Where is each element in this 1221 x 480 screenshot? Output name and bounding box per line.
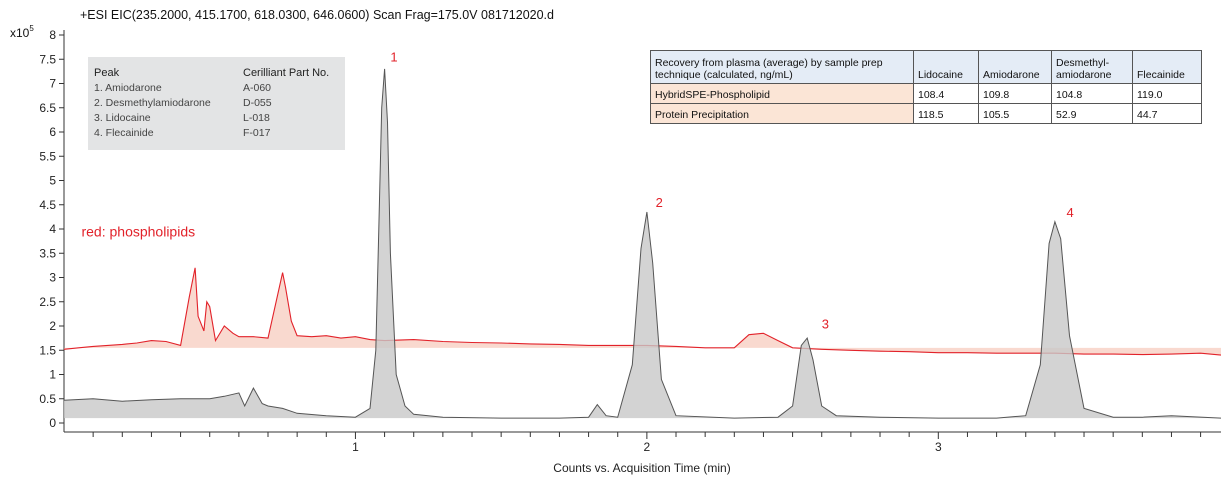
peak-labels: 1 2 3 4 — [390, 50, 1073, 332]
series-group — [63, 68, 1221, 419]
method-cell: Protein Precipitation — [650, 103, 914, 124]
y-multiplier-base: x10 — [10, 26, 30, 40]
peak-name: 1. Amiodarone — [94, 82, 162, 94]
peak-legend-row: 2. Desmethylamiodarone D-055 — [94, 97, 339, 111]
peak-name: 4. Flecainide — [94, 127, 154, 139]
y-tick-label: 5 — [49, 174, 56, 188]
peak-name: 3. Lidocaine — [94, 112, 151, 124]
chart-title: +ESI EIC(235.2000, 415.1700, 618.0300, 6… — [80, 8, 554, 22]
x-tick-label: 2 — [644, 440, 651, 454]
method-cell: HybridSPE-Phospholipid — [650, 83, 914, 104]
y-tick-label: 7 — [49, 77, 56, 91]
value-cell: 108.4 — [913, 83, 979, 104]
peak-legend-header-peak: Peak — [94, 67, 120, 79]
y-tick-label: 4 — [49, 222, 56, 236]
analyte-line — [63, 68, 1221, 419]
y-tick-label: 8 — [49, 28, 56, 42]
y-multiplier: x105 — [10, 24, 34, 40]
part-number: D-055 — [243, 97, 272, 109]
x-tick-label: 3 — [935, 440, 942, 454]
value-cell: 119.0 — [1132, 83, 1202, 104]
column-header: Flecainide — [1132, 50, 1202, 84]
axes — [63, 30, 1221, 433]
y-tick-label: 7.5 — [39, 52, 56, 66]
value-cell: 52.9 — [1051, 103, 1133, 124]
peak-name: 2. Desmethylamiodarone — [94, 97, 211, 109]
part-number: F-017 — [243, 127, 271, 139]
part-number: A-060 — [243, 82, 272, 94]
peak-legend-row: 3. Lidocaine L-018 — [94, 112, 339, 126]
y-tick-label: 6 — [49, 125, 56, 139]
phospholipid-line — [63, 267, 1221, 356]
y-tick-label: 2.5 — [39, 295, 56, 309]
table-row: Protein Precipitation 118.5 105.5 52.9 4… — [650, 103, 1202, 124]
recovery-table-title: Recovery from plasma (average) by sample… — [650, 50, 914, 84]
axis-ticks: 0 0.5 1 1.5 2 2.5 3 3.5 4 4.5 5 5.5 6 6.5 7 7.5 8 1 2 3 — [39, 28, 1202, 454]
y-tick-label: 4.5 — [39, 198, 56, 212]
y-tick-label: 6.5 — [39, 101, 56, 115]
peak-label: 4 — [1067, 205, 1074, 220]
x-tick-label: 1 — [352, 440, 359, 454]
value-cell: 118.5 — [913, 103, 979, 124]
y-multiplier-exponent: 5 — [29, 24, 34, 33]
y-tick-label: 1 — [49, 368, 56, 382]
recovery-table: Recovery from plasma (average) by sample… — [650, 50, 1202, 124]
y-tick-label: 2 — [49, 319, 56, 333]
y-tick-label: 3.5 — [39, 246, 56, 260]
phospholipids-annotation: red: phospholipids — [81, 223, 195, 239]
peak-legend-box: Peak Cerilliant Part No. 1. Amiodarone A… — [88, 57, 345, 150]
peak-legend-header-part: Cerilliant Part No. — [243, 67, 330, 79]
y-tick-label: 0 — [49, 416, 56, 430]
y-tick-label: 1.5 — [39, 343, 56, 357]
x-axis-label: Counts vs. Acquisition Time (min) — [553, 461, 730, 475]
peak-label: 1 — [390, 50, 397, 65]
column-header: Amiodarone — [978, 50, 1052, 84]
value-cell: 104.8 — [1051, 83, 1133, 104]
column-header: Desmethyl-amiodarone — [1051, 50, 1133, 84]
analyte-fill — [64, 68, 1221, 419]
table-row: HybridSPE-Phospholipid 108.4 109.8 104.8… — [650, 83, 1202, 104]
peak-legend-row: 1. Amiodarone A-060 — [94, 82, 339, 96]
part-number: L-018 — [243, 112, 270, 124]
peak-legend-row: 4. Flecainide F-017 — [94, 127, 339, 141]
recovery-table-header-row: Recovery from plasma (average) by sample… — [650, 50, 1202, 84]
y-tick-label: 3 — [49, 271, 56, 285]
value-cell: 109.8 — [978, 83, 1052, 104]
y-tick-label: 0.5 — [39, 392, 56, 406]
value-cell: 44.7 — [1132, 103, 1202, 124]
peak-label: 2 — [656, 195, 663, 210]
value-cell: 105.5 — [978, 103, 1052, 124]
y-tick-label: 5.5 — [39, 149, 56, 163]
peak-label: 3 — [822, 316, 829, 331]
phospholipid-fill — [64, 267, 1221, 356]
column-header: Lidocaine — [913, 50, 979, 84]
